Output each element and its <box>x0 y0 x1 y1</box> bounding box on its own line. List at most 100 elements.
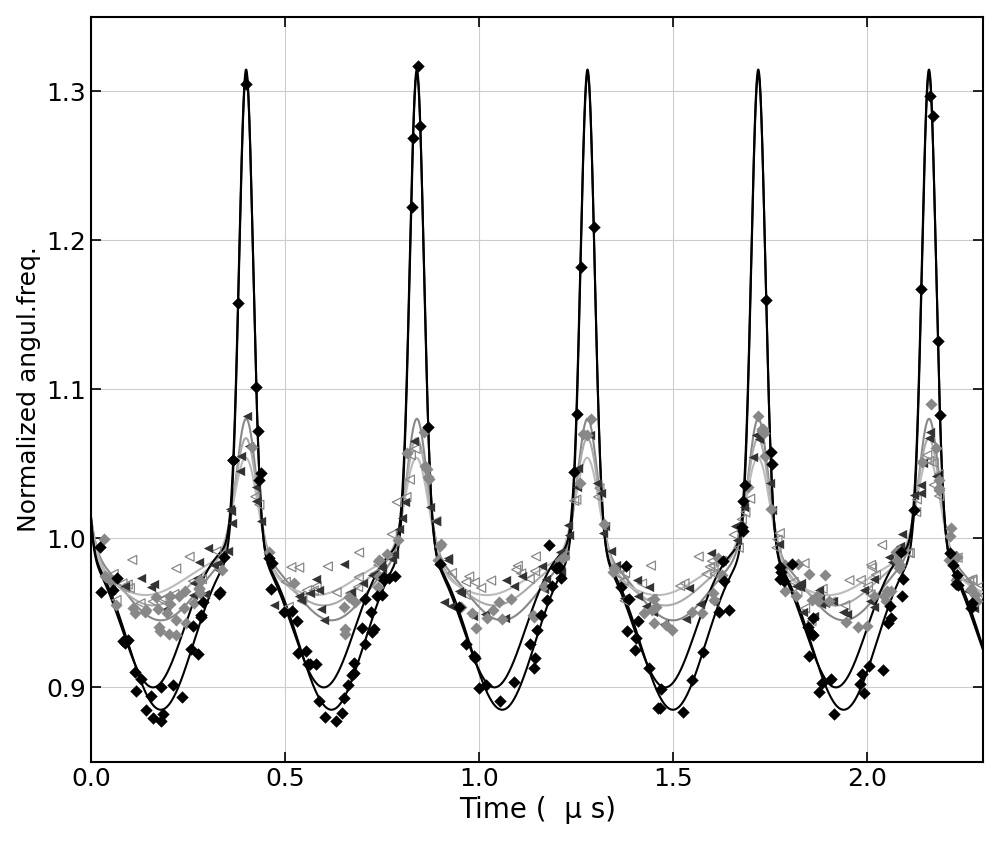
Point <box>706 567 722 580</box>
Point <box>763 503 779 516</box>
Point <box>889 553 905 567</box>
Point <box>803 615 819 628</box>
Point <box>866 589 882 602</box>
Point <box>931 481 947 495</box>
Point <box>398 490 414 504</box>
Point <box>127 665 143 679</box>
Point <box>428 515 444 528</box>
Point <box>406 435 422 448</box>
Point <box>211 587 227 600</box>
Point <box>513 567 529 580</box>
Point <box>176 601 192 615</box>
Point <box>698 568 714 581</box>
Point <box>343 585 359 599</box>
Point <box>726 528 742 542</box>
Point <box>892 558 908 572</box>
Point <box>374 561 390 574</box>
Point <box>768 541 784 554</box>
Point <box>838 615 854 628</box>
Point <box>103 574 119 588</box>
Point <box>430 553 446 566</box>
Point <box>294 591 310 605</box>
Point <box>155 592 171 606</box>
Point <box>363 606 379 619</box>
Point <box>278 575 294 589</box>
Point <box>468 621 484 635</box>
Point <box>422 500 438 514</box>
Point <box>964 574 980 588</box>
Point <box>230 296 246 309</box>
Point <box>866 572 882 585</box>
Point <box>892 539 908 553</box>
Point <box>127 606 143 620</box>
Point <box>284 604 300 617</box>
Point <box>466 649 482 663</box>
Point <box>950 551 966 564</box>
Point <box>253 514 269 527</box>
Point <box>376 574 392 587</box>
Point <box>308 658 324 671</box>
Point <box>548 561 564 574</box>
Point <box>417 459 433 473</box>
Point <box>174 690 190 704</box>
Point <box>703 547 719 560</box>
Point <box>225 453 241 467</box>
Point <box>805 628 821 642</box>
Point <box>320 559 336 573</box>
Point <box>630 615 646 628</box>
Point <box>404 200 420 214</box>
Point <box>211 563 227 577</box>
Point <box>477 607 493 621</box>
Point <box>737 505 753 519</box>
Point <box>913 478 929 491</box>
Point <box>128 685 144 698</box>
Point <box>244 441 260 454</box>
Point <box>731 541 747 554</box>
Point <box>583 412 599 426</box>
Point <box>526 661 542 674</box>
Point <box>211 557 227 570</box>
Point <box>238 77 254 91</box>
Point <box>370 580 386 594</box>
Point <box>684 606 700 619</box>
Point <box>931 473 947 487</box>
Point <box>790 557 806 570</box>
Point <box>281 600 297 613</box>
Point <box>248 480 264 494</box>
Point <box>302 658 318 671</box>
Point <box>510 559 526 573</box>
Point <box>357 592 373 606</box>
Point <box>895 573 911 586</box>
Point <box>678 612 694 626</box>
Point <box>266 599 282 612</box>
Point <box>159 606 175 620</box>
Point <box>153 715 169 728</box>
Point <box>704 554 720 568</box>
Point <box>745 450 761 463</box>
Point <box>525 609 541 622</box>
Point <box>853 574 869 587</box>
Point <box>582 428 598 442</box>
Point <box>694 606 710 620</box>
Point <box>117 637 133 650</box>
Point <box>919 448 935 462</box>
Point <box>528 550 544 563</box>
Point <box>373 558 389 571</box>
Point <box>451 600 467 613</box>
Point <box>308 573 324 586</box>
Point <box>692 597 708 611</box>
Point <box>506 579 522 593</box>
Point <box>762 476 778 489</box>
Point <box>168 562 184 575</box>
Point <box>355 576 371 590</box>
Point <box>298 644 314 658</box>
Point <box>291 589 307 602</box>
Point <box>286 576 302 590</box>
Point <box>109 571 125 584</box>
Point <box>384 552 400 565</box>
Point <box>336 558 352 571</box>
Point <box>526 611 542 624</box>
Point <box>420 420 436 433</box>
Point <box>97 569 113 583</box>
Point <box>861 659 877 673</box>
